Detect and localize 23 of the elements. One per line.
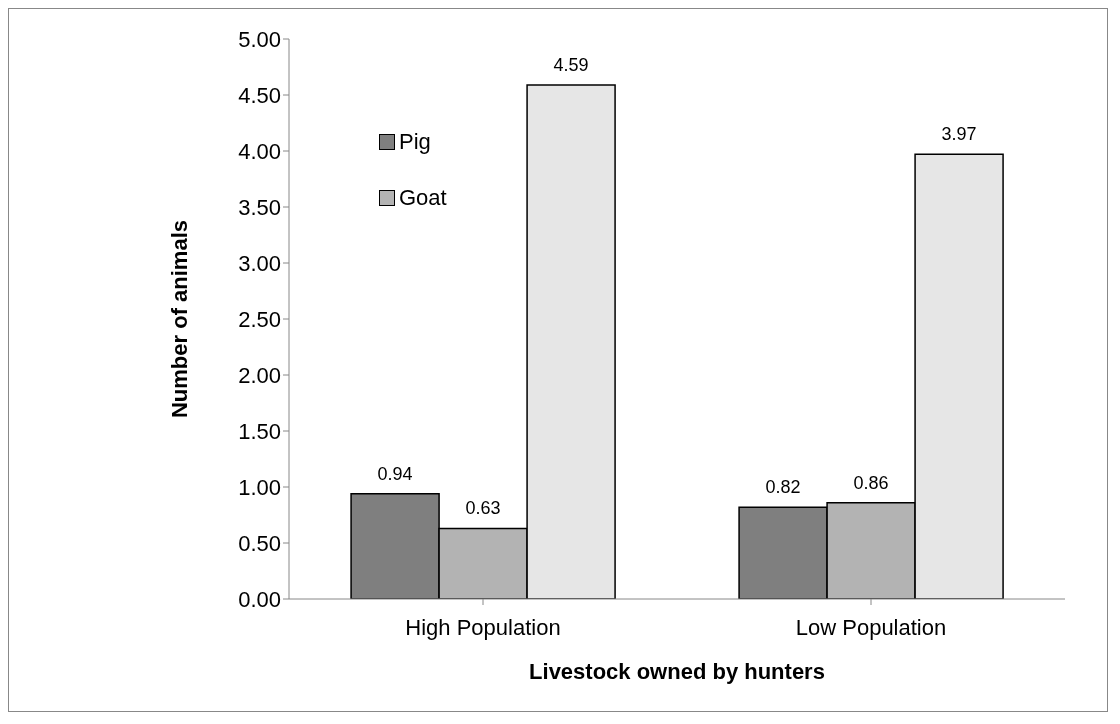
x-axis-title: Livestock owned by hunters xyxy=(529,659,825,684)
y-tick-label: 1.00 xyxy=(238,474,281,500)
x-tick-label: Low Population xyxy=(795,614,947,640)
data-label: 0.63 xyxy=(465,498,501,519)
y-tick-label: 1.50 xyxy=(238,418,281,444)
y-tick-label: 0.00 xyxy=(238,586,281,612)
data-label: 0.94 xyxy=(377,463,413,484)
y-tick-label: 4.00 xyxy=(238,138,281,164)
y-tick-label: 3.00 xyxy=(238,250,281,276)
y-axis-title: Number of animals xyxy=(166,219,192,419)
y-tick-label: 3.50 xyxy=(238,194,281,220)
y-tick-label: 2.50 xyxy=(238,306,281,332)
y-tick-label: 5.00 xyxy=(238,26,281,52)
y-tick-label: 0.50 xyxy=(238,530,281,556)
legend-label: Goat xyxy=(399,185,447,211)
data-label: 0.86 xyxy=(853,472,889,493)
x-tick-label: High Population xyxy=(405,614,561,640)
y-tick-label: 4.50 xyxy=(238,82,281,108)
data-label: 4.59 xyxy=(553,54,589,75)
data-label: 3.97 xyxy=(941,124,977,145)
legend-label: Pig xyxy=(399,129,431,155)
data-label: 0.82 xyxy=(765,477,801,498)
y-tick-label: 2.00 xyxy=(238,362,281,388)
